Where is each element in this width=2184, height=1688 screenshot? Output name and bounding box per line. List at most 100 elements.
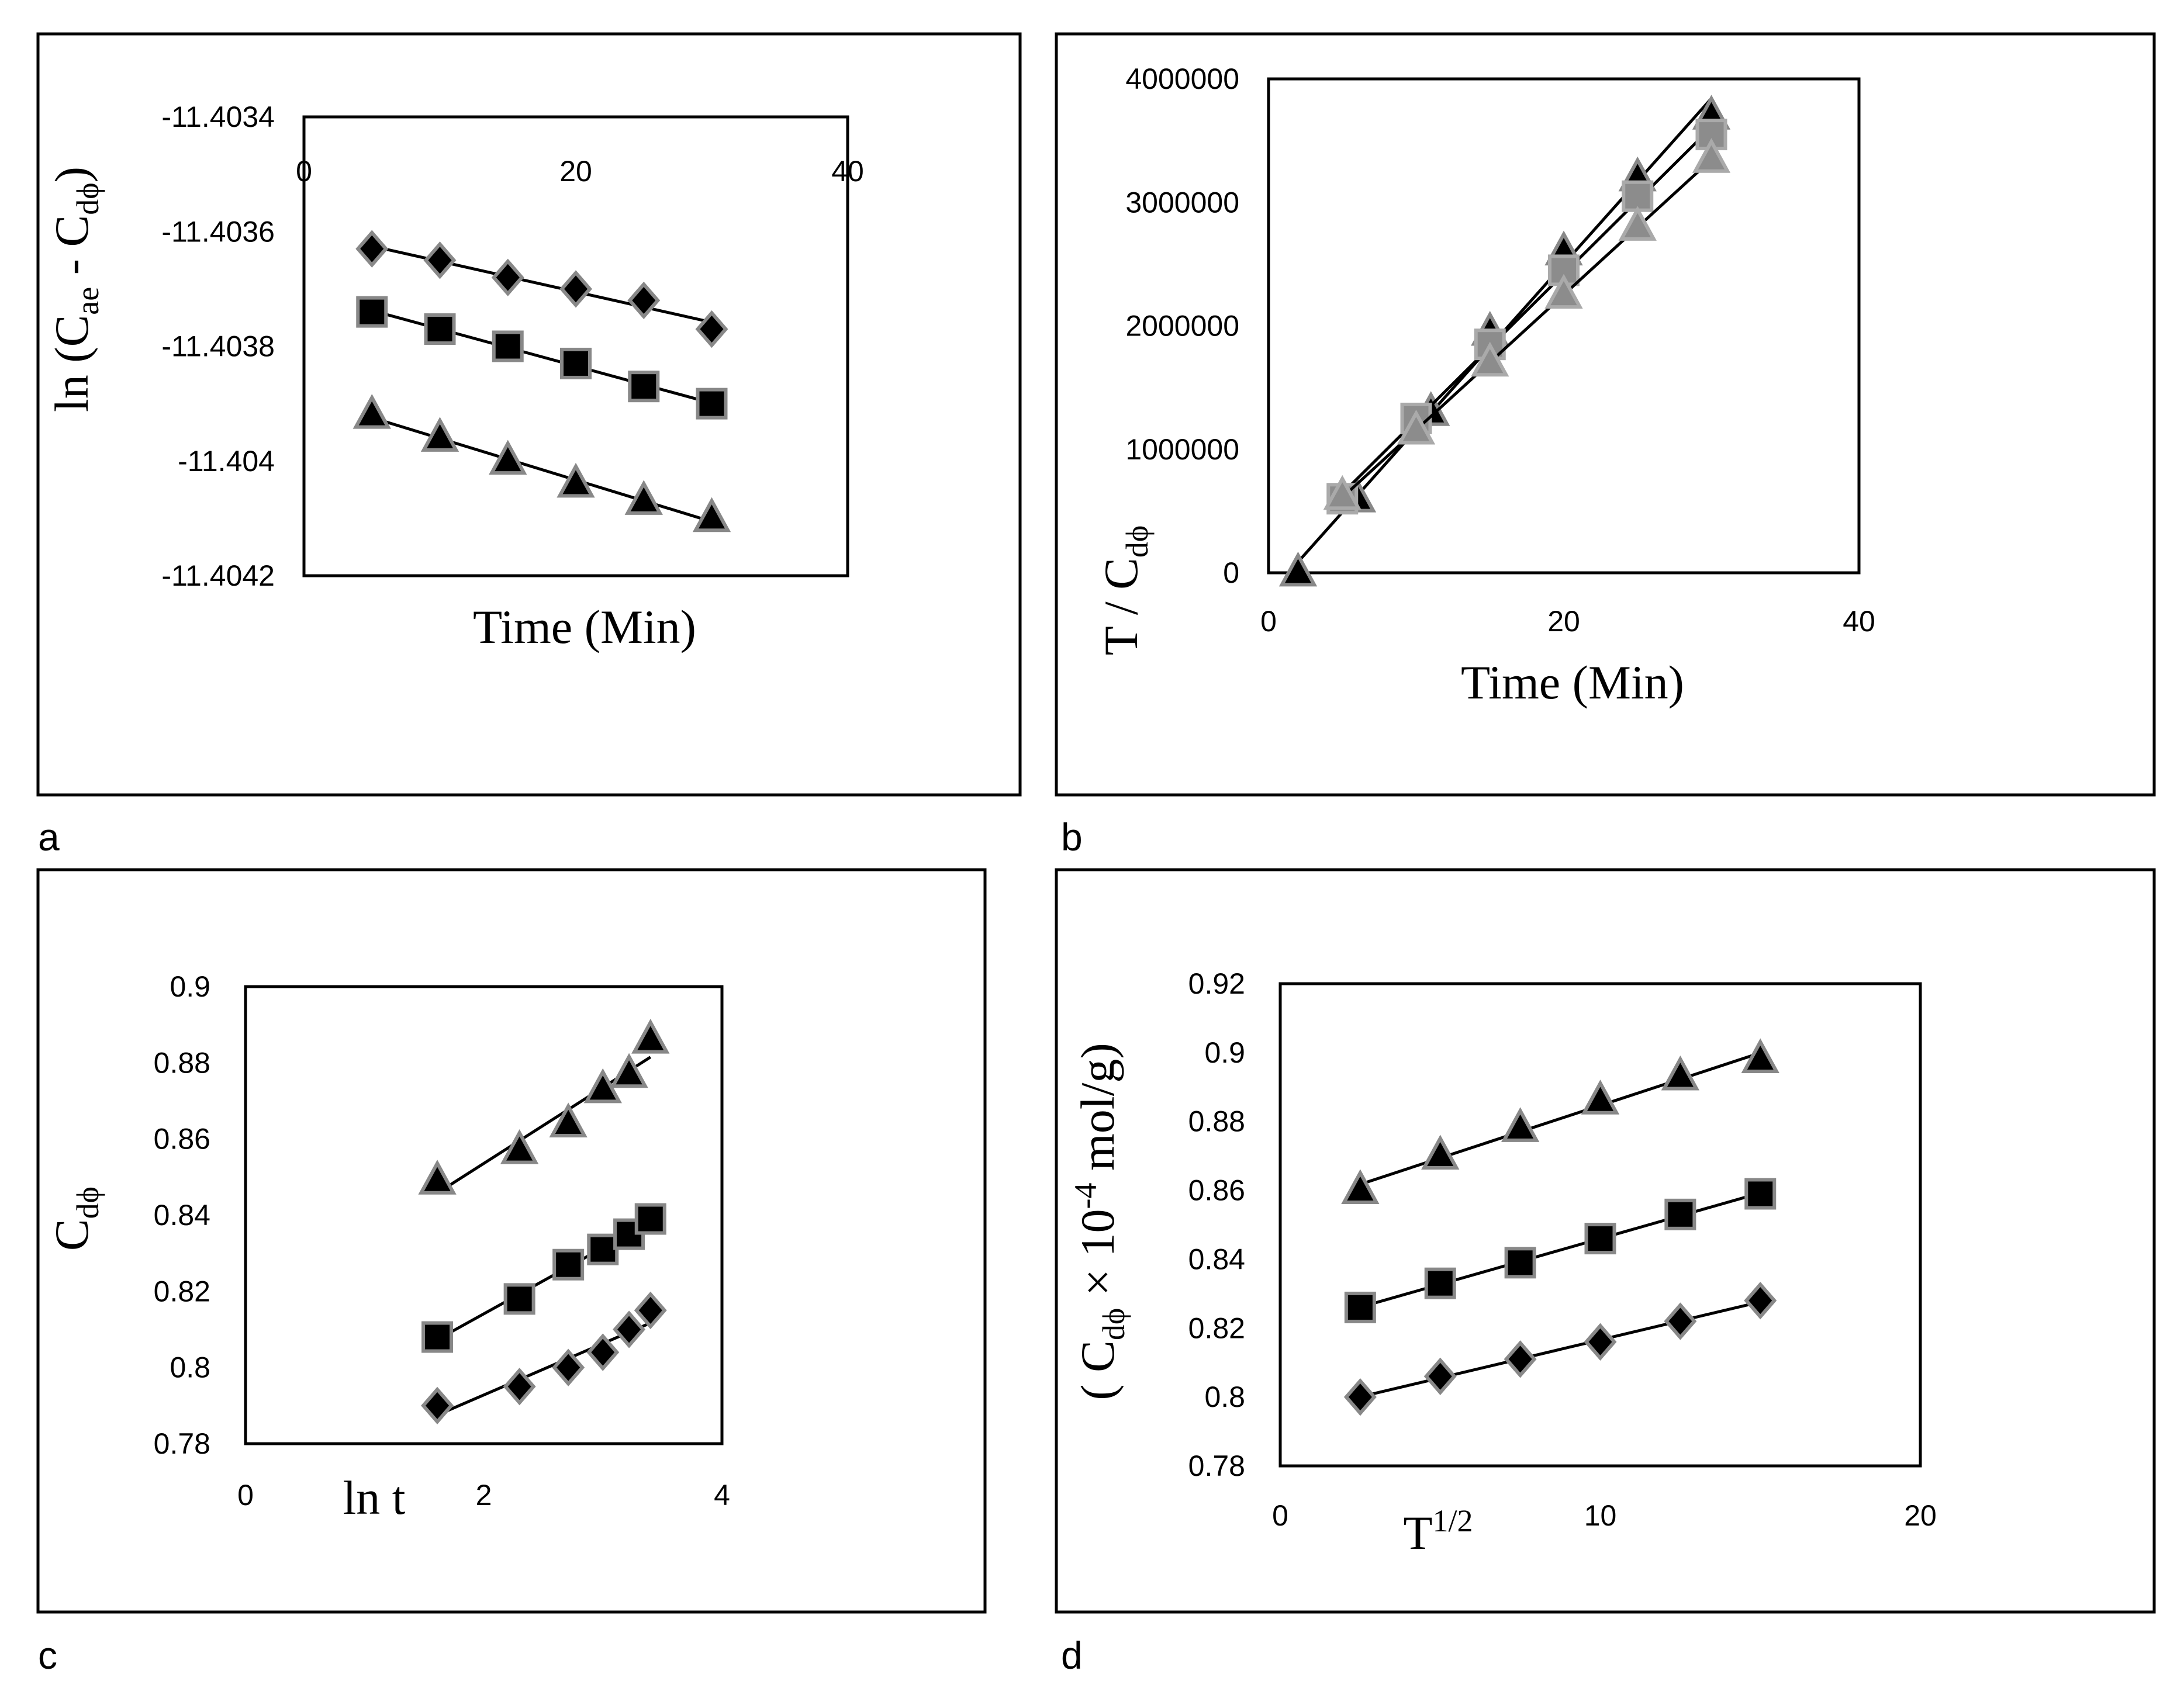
x-tick-label-d: 0 (1272, 1499, 1288, 1532)
y-axis-label-sup: -4 (1068, 1182, 1103, 1209)
data-point-c-1 (587, 1233, 619, 1265)
data-point-b-2 (1544, 274, 1583, 309)
y-axis-label-text: ) (45, 167, 98, 182)
plot-area-c (244, 985, 724, 1445)
data-point-a-2 (557, 462, 595, 498)
y-tick-label-a: -11.4042 (161, 559, 275, 592)
panel-letter-c: c (38, 1634, 57, 1677)
x-axis-label-b: Time (Min) (1461, 656, 1684, 709)
data-point-a-1 (424, 313, 456, 345)
plot-area-d (1278, 982, 1922, 1468)
y-tick-label-b: 2000000 (1125, 310, 1239, 343)
y-axis-label-sub: dϕ (1096, 1308, 1131, 1340)
y-tick-label-d: 0.78 (1188, 1450, 1245, 1482)
data-point-d-1 (1664, 1198, 1696, 1230)
y-tick-label-d: 0.84 (1188, 1243, 1245, 1275)
data-point-d-1 (1744, 1178, 1777, 1210)
data-point-c-1 (552, 1248, 585, 1281)
y-axis-label-sub: dϕ (1119, 525, 1155, 558)
data-point-b-2 (1323, 475, 1361, 510)
data-point-a-2 (489, 440, 527, 475)
data-point-b-2 (1692, 138, 1731, 173)
x-tick-label-a: 40 (831, 155, 864, 188)
panel-d: 0 10 20 0.78 0.8 0.82 0.84 0.86 0.88 0.9 0.92 T1/2 (… (1055, 868, 2156, 1677)
x-tick-label-b: 0 (1260, 605, 1277, 638)
data-point-c-2 (634, 1291, 667, 1330)
x-axis-label-c: ln t (343, 1471, 405, 1524)
data-point-a-2 (624, 480, 663, 515)
data-point-c-1 (421, 1321, 454, 1353)
data-point-a-0 (627, 281, 661, 320)
x-axis-label-a: Time (Min) (473, 600, 696, 653)
plot-area-a (302, 115, 849, 577)
y-tick-label-c: 0.9 (170, 970, 210, 1003)
data-point-d-0 (1581, 1080, 1620, 1115)
y-tick-label-a: -11.404 (178, 445, 275, 478)
data-point-a-1 (356, 296, 388, 328)
data-point-d-2 (1664, 1302, 1697, 1340)
data-point-c-0 (549, 1102, 588, 1137)
plot-area-b (1267, 77, 1861, 575)
panel-a-frame (36, 32, 1022, 797)
chart-c: 0 2 4 0.78 0.8 0.82 0.84 0.86 0.88 0.9 ln t Cdϕ (45, 970, 730, 1524)
trend-line-a-2 (371, 416, 713, 523)
y-axis-label-a: ln (Cae - Cdϕ) (45, 167, 105, 412)
y-tick-label-c: 0.84 (154, 1199, 210, 1232)
panel-b-frame (1055, 32, 2156, 797)
panel-c: 0 2 4 0.78 0.8 0.82 0.84 0.86 0.88 0.9 ln t Cdϕ c (36, 868, 987, 1677)
y-axis-label-text: ( C (1071, 1340, 1124, 1400)
y-tick-label-a: -11.4038 (161, 330, 275, 363)
y-tick-label-c: 0.82 (154, 1275, 210, 1307)
y-tick-label-b: 3000000 (1125, 186, 1239, 219)
y-tick-label-a: -11.4034 (161, 101, 275, 133)
x-axis-label-base: T (1403, 1506, 1432, 1559)
data-point-d-2 (1343, 1378, 1377, 1416)
data-point-d-0 (1741, 1038, 1779, 1074)
y-axis-label-text: C (45, 1219, 98, 1251)
data-point-d-1 (1344, 1291, 1376, 1323)
y-tick-label-c: 0.86 (154, 1123, 210, 1156)
y-tick-label-c: 0.78 (154, 1427, 210, 1460)
x-tick-label-a: 20 (559, 155, 592, 188)
y-tick-label-b: 0 (1223, 556, 1239, 589)
data-point-a-0 (355, 230, 389, 268)
panel-letter-a: a (38, 815, 60, 859)
data-point-c-2 (552, 1348, 585, 1386)
data-point-a-1 (628, 371, 660, 403)
data-point-c-0 (500, 1129, 539, 1164)
y-axis-label-sub: ae (70, 287, 105, 315)
data-point-c-0 (631, 1018, 670, 1054)
panel-a: 0 20 40 -11.4034 -11.4036 -11.4038 -11.404 -11.… (36, 32, 1022, 859)
chart-b: 0 20 40 0 1000000 2000000 3000000 4000000 Time (… (1094, 63, 1875, 709)
y-tick-label-d: 0.9 (1204, 1036, 1245, 1069)
data-point-a-1 (560, 347, 592, 379)
data-point-c-2 (586, 1333, 620, 1371)
y-axis-label-c: Cdϕ (45, 1187, 105, 1251)
x-tick-label-d: 20 (1904, 1499, 1937, 1532)
trend-line-b-1 (1341, 126, 1713, 494)
data-point-d-0 (1501, 1107, 1540, 1142)
data-point-c-2 (613, 1310, 646, 1348)
trend-line-d-2 (1360, 1300, 1761, 1399)
data-point-b-2 (1397, 409, 1436, 445)
data-point-d-0 (1661, 1055, 1700, 1091)
data-point-a-0 (559, 270, 592, 308)
trend-line-b-2 (1341, 158, 1713, 499)
trend-line-d-1 (1360, 1191, 1761, 1309)
y-axis-label-text: mol/g) (1071, 1043, 1124, 1182)
data-point-d-2 (1744, 1281, 1777, 1320)
x-tick-label-c: 2 (476, 1479, 492, 1511)
y-tick-label-a: -11.4036 (161, 215, 275, 248)
x-tick-label-d: 10 (1584, 1499, 1617, 1532)
data-point-b-2 (1618, 206, 1657, 241)
data-point-c-0 (610, 1053, 648, 1088)
chart-a: 0 20 40 -11.4034 -11.4036 -11.4038 -11.404 -11.… (45, 101, 864, 653)
y-axis-label-b: T / Cdϕ (1094, 525, 1155, 656)
y-axis-label-sub: dϕ (70, 182, 105, 215)
y-tick-label-d: 0.88 (1188, 1105, 1245, 1138)
data-point-a-1 (696, 388, 728, 420)
x-tick-label-a: 0 (296, 155, 312, 188)
data-point-c-1 (503, 1283, 535, 1315)
x-tick-label-b: 20 (1547, 605, 1580, 638)
